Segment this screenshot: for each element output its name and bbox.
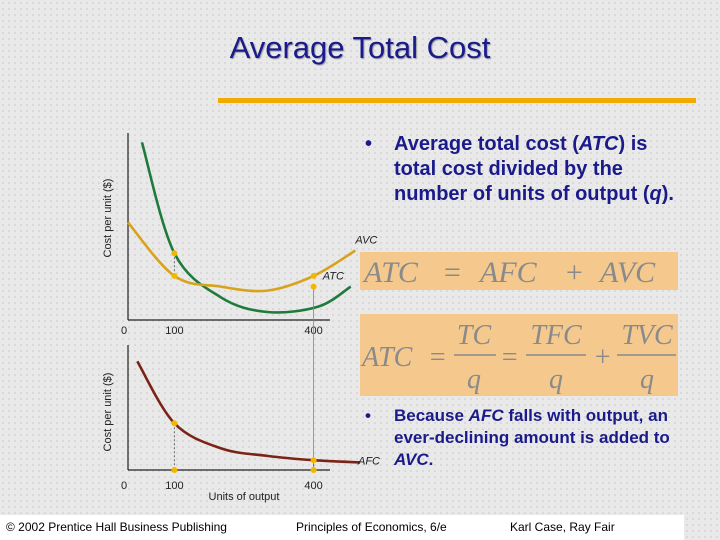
footer-copyright: © 2002 Prentice Hall Business Publishing: [6, 520, 227, 534]
eq2-equals-1: =: [428, 342, 447, 373]
x-tick-label: 0: [121, 325, 127, 337]
slide-footer: © 2002 Prentice Hall Business Publishing…: [0, 515, 684, 540]
equation-atc-fractions: ATC = TC q = TFC q + TVC q: [360, 314, 678, 396]
data-point-marker: [310, 272, 317, 279]
equation-atc-sum: ATC = AFC + AVC: [360, 252, 678, 290]
data-point-marker: [171, 467, 178, 473]
curve-label-atc: ATC: [322, 271, 344, 283]
y-axis-label: Cost per unit ($): [102, 179, 114, 258]
x-axis-label: Units of output: [209, 491, 280, 503]
curve-avc: [127, 221, 357, 293]
curve-afc: [136, 360, 361, 464]
title-underline: [218, 98, 696, 103]
afc-chart: Cost per unit ($) 0 100 400 Units of output A…: [102, 345, 380, 503]
data-point-marker: [310, 283, 317, 290]
bullet-text: Average total cost (ATC) is total cost d…: [394, 133, 674, 205]
slide-title: Average Total Cost: [229, 30, 491, 65]
x-tick-label: 400: [304, 480, 322, 492]
eq1-plus: +: [564, 256, 584, 289]
bullet-marker: •: [365, 133, 373, 155]
data-point-marker: [171, 420, 178, 427]
footer-authors: Karl Case, Ray Fair: [510, 520, 615, 534]
eq2-tc-numerator: TC: [457, 320, 492, 351]
eq2-q-denominator-3: q: [640, 364, 654, 395]
eq2-q-denominator-1: q: [467, 364, 481, 395]
bullet-marker: •: [365, 406, 371, 425]
eq2-tfc-numerator: TFC: [530, 320, 582, 351]
eq2-lhs: ATC: [360, 342, 413, 373]
eq1-equals: =: [442, 256, 462, 289]
eq1-lhs: ATC: [362, 256, 419, 289]
eq1-term-avc: AVC: [598, 256, 656, 289]
eq1-term-afc: AFC: [478, 256, 538, 289]
eq2-plus: +: [593, 342, 612, 373]
y-axis-label: Cost per unit ($): [102, 373, 114, 452]
eq2-equals-2: =: [500, 342, 519, 373]
x-tick-label: 100: [165, 325, 183, 337]
data-point-marker: [171, 272, 178, 279]
footer-book-title: Principles of Economics, 6/e: [296, 520, 447, 534]
x-tick-label: 0: [121, 480, 127, 492]
data-point-marker: [310, 467, 317, 473]
data-point-marker: [171, 250, 178, 257]
data-point-marker: [310, 457, 317, 464]
curve-atc: [140, 141, 352, 314]
x-tick-label: 100: [165, 480, 183, 492]
eq2-q-denominator-2: q: [549, 364, 563, 395]
curve-label-afc: AFC: [357, 455, 380, 467]
bullet-text: Because AFC falls with output, an ever-d…: [394, 406, 670, 469]
eq2-tvc-numerator: TVC: [621, 320, 673, 351]
curve-label-avc: AVC: [354, 235, 377, 247]
